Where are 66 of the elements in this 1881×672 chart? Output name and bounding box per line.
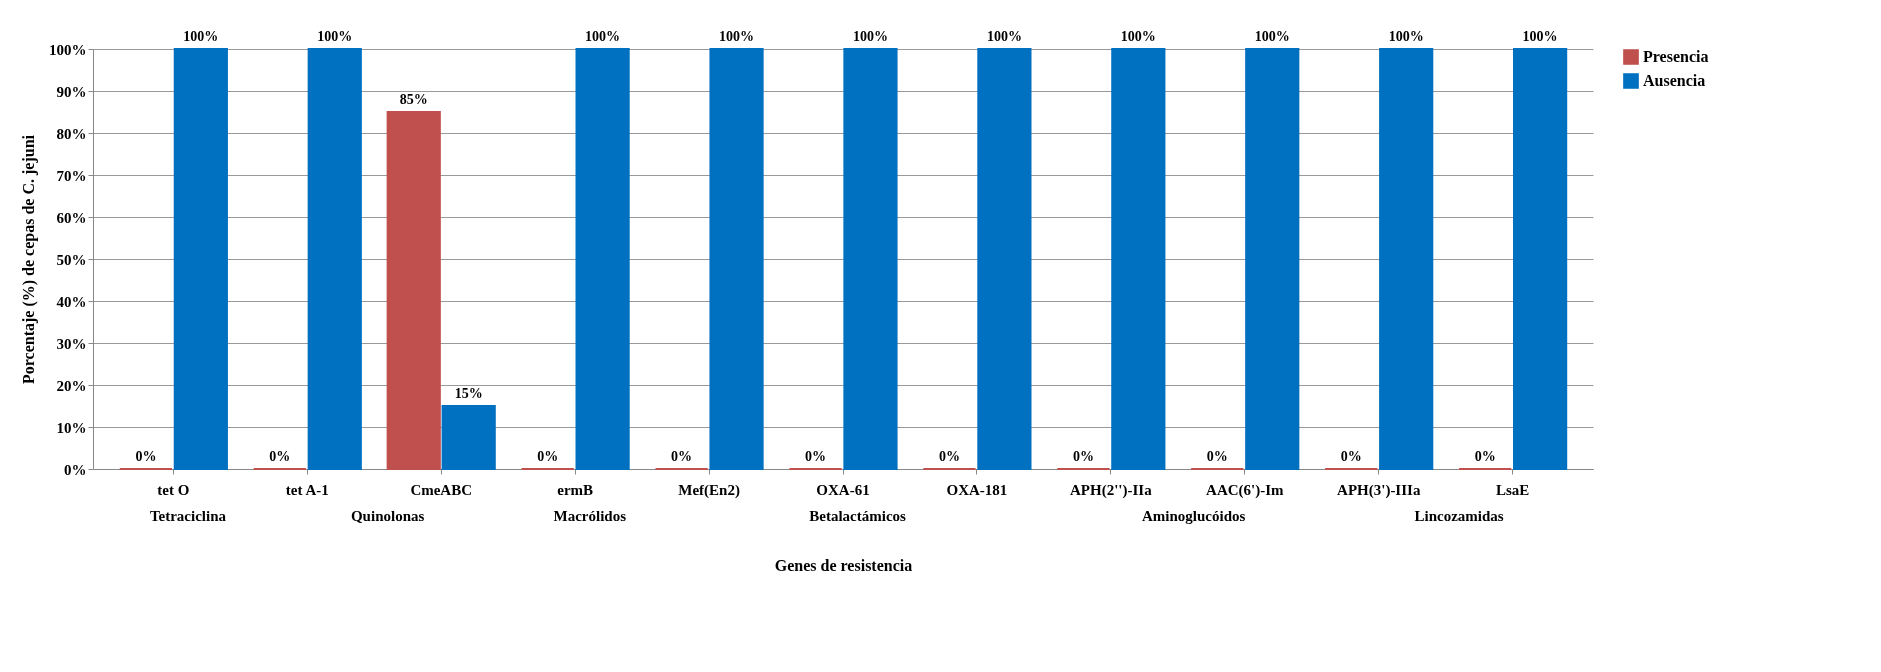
x-tick-label: Mef(En2) — [678, 481, 740, 499]
legend-label: Presencia — [1643, 48, 1709, 65]
text: Tetraciclina — [149, 508, 227, 524]
x-tick-label: LsaE — [1495, 481, 1530, 498]
text: Quinolonas — [350, 508, 425, 524]
bar — [307, 48, 362, 470]
bar — [709, 48, 764, 470]
bar — [575, 48, 630, 470]
x-tick-label: APH(2'')-IIa — [1070, 481, 1153, 499]
y-tick-label: 30% — [56, 335, 87, 352]
legend-label: Ausencia — [1643, 72, 1706, 89]
x-tick-label: APH(3')-IIIa — [1337, 481, 1421, 499]
x-tick-label: CmeABC — [410, 481, 473, 498]
data-label: 0% — [537, 449, 559, 464]
y-tick-label: 20% — [56, 377, 87, 394]
x-tick-label: tet A-1 — [285, 481, 329, 498]
x-tick-label: tet O — [157, 481, 190, 498]
bar — [1379, 48, 1434, 470]
data-label: 100% — [317, 29, 353, 44]
bar — [843, 48, 898, 470]
data-label: 100% — [1388, 29, 1424, 44]
data-label: 0% — [1474, 449, 1496, 464]
y-tick-label: 100% — [49, 41, 87, 58]
x-tick-label: ermB — [557, 481, 594, 498]
bar — [1245, 48, 1300, 470]
data-label: 0% — [1072, 449, 1094, 464]
y-tick-label: 90% — [56, 83, 87, 100]
text: Lincozamidas — [1414, 508, 1504, 524]
data-label: 100% — [1120, 29, 1156, 44]
text: Macrólidos — [553, 508, 627, 524]
data-label: 100% — [986, 29, 1022, 44]
data-label: 100% — [719, 29, 755, 44]
text: Betalactámicos — [809, 508, 907, 524]
data-label: 0% — [671, 449, 693, 464]
data-label: 100% — [585, 29, 621, 44]
data-label: 15% — [454, 386, 483, 401]
y-tick-label: 60% — [56, 209, 87, 226]
x-tick-label: AAC(6')-Im — [1206, 481, 1285, 499]
y-tick-label: 0% — [64, 461, 87, 478]
x-tick-label: OXA-61 — [816, 481, 870, 498]
x-tick-label: OXA-181 — [946, 481, 1008, 498]
data-label: 0% — [135, 449, 157, 464]
data-label: 85% — [399, 92, 428, 107]
y-tick-label: 10% — [56, 419, 87, 436]
data-label: 100% — [852, 29, 888, 44]
data-label: 100% — [1254, 29, 1290, 44]
y-tick-label: 40% — [56, 293, 87, 310]
y-tick-label: 80% — [56, 125, 87, 142]
y-tick-label: 50% — [56, 251, 87, 268]
y-axis-title: Porcentaje (%) de cepas de C. jejuni — [20, 134, 38, 384]
data-label: 0% — [1340, 449, 1362, 464]
data-label: 100% — [183, 29, 219, 44]
bar — [1513, 48, 1568, 470]
bar — [173, 48, 228, 470]
y-tick-label: 70% — [56, 167, 87, 184]
data-label: 0% — [805, 449, 827, 464]
data-label: 0% — [269, 449, 291, 464]
bar — [1111, 48, 1166, 470]
data-label: 0% — [938, 449, 960, 464]
x-axis-title: Genes de resistencia — [774, 556, 913, 574]
bar — [441, 405, 496, 470]
bar — [977, 48, 1032, 470]
bar — [386, 111, 441, 470]
data-label: 100% — [1522, 29, 1558, 44]
data-label: 0% — [1206, 449, 1228, 464]
text: Aminoglucóidos — [1141, 508, 1246, 524]
